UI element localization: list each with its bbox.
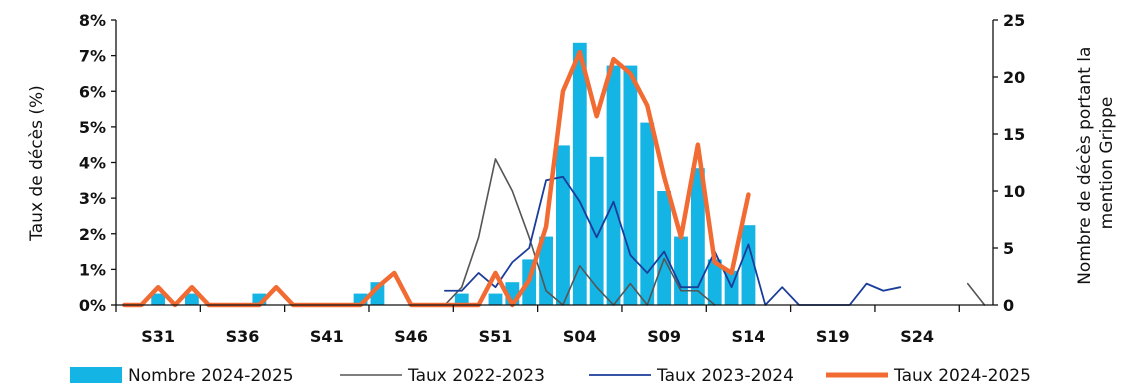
right-axis-title-line-1: Nombre de décès portant la [1075,47,1095,285]
left-tick-label: 7% [79,47,106,66]
series-line [122,49,751,308]
left-tick-label: 6% [79,82,106,101]
right-tick-label: 10 [1003,182,1025,201]
left-tick-label: 0% [79,296,106,315]
bar [556,145,570,305]
bar [623,65,638,305]
bar [690,168,705,305]
x-tick-label: S04 [563,327,597,346]
series-line-segment [444,158,716,306]
legend-label: Nombre 2024-2025 [128,366,294,386]
right-axis-ticks: 0 5 10 15 20 25 [993,11,1025,315]
left-tick-label: 3% [79,189,106,208]
legend-label: Taux 2023-2024 [656,366,794,386]
x-tick-label: S09 [647,327,681,346]
bar [707,259,722,305]
bar [589,156,604,305]
x-tick-label: S24 [900,327,934,346]
legend-label: Taux 2022-2023 [407,366,545,386]
bar [741,225,756,305]
legend-swatch [70,367,122,383]
bar [252,293,267,305]
lines-layer [122,49,986,308]
bar [572,42,587,306]
legend-item: Nombre 2024-2025 [70,366,294,386]
bar [640,122,655,305]
bar [657,191,672,305]
bar [606,65,621,305]
x-tick-label: S36 [226,327,260,346]
series-line-segment [966,282,986,306]
legend-item: Taux 2024-2025 [826,366,1031,386]
x-tick-label: S14 [732,327,766,346]
series-line [444,158,986,306]
right-tick-label: 25 [1003,11,1025,30]
legend: Nombre 2024-2025 Taux 2022-2023 Taux 2023-… [70,366,1031,386]
right-tick-label: 0 [1003,296,1014,315]
legend-item: Taux 2023-2024 [589,366,794,386]
legend-label: Taux 2024-2025 [893,366,1031,386]
right-tick-label: 5 [1003,239,1014,258]
bar [539,236,553,305]
series-line-segment [122,49,751,308]
x-tick-label: S19 [816,327,850,346]
right-axis-title-line-2: mention Grippe [1097,97,1117,230]
bar [353,293,368,305]
x-axis-ticks: S31 S36 S41 S46 S51 S04 S09 S14 S19 S24 [115,305,960,346]
left-axis-ticks: 0% 1% 2% 3% 4% 5% 6% 7% 8% [79,11,116,315]
bar [454,293,469,305]
left-tick-label: 5% [79,118,106,137]
right-axis-title: Nombre de décès portant la mention Gripp… [1075,41,1117,285]
left-tick-label: 8% [79,11,106,30]
x-tick-label: S31 [141,327,175,346]
x-tick-label: S41 [310,327,344,346]
legend-item: Taux 2022-2023 [340,366,545,386]
bar [488,293,503,305]
bar [674,236,688,305]
right-tick-label: 20 [1003,68,1025,87]
bar [151,293,166,305]
left-tick-label: 2% [79,225,106,244]
x-tick-label: S51 [479,327,513,346]
right-tick-label: 15 [1003,125,1025,144]
x-tick-label: S46 [394,327,428,346]
left-axis-title: Taux de décès (%) [27,85,47,242]
left-tick-label: 4% [79,154,106,173]
bar [184,293,199,305]
left-tick-label: 1% [79,260,106,279]
